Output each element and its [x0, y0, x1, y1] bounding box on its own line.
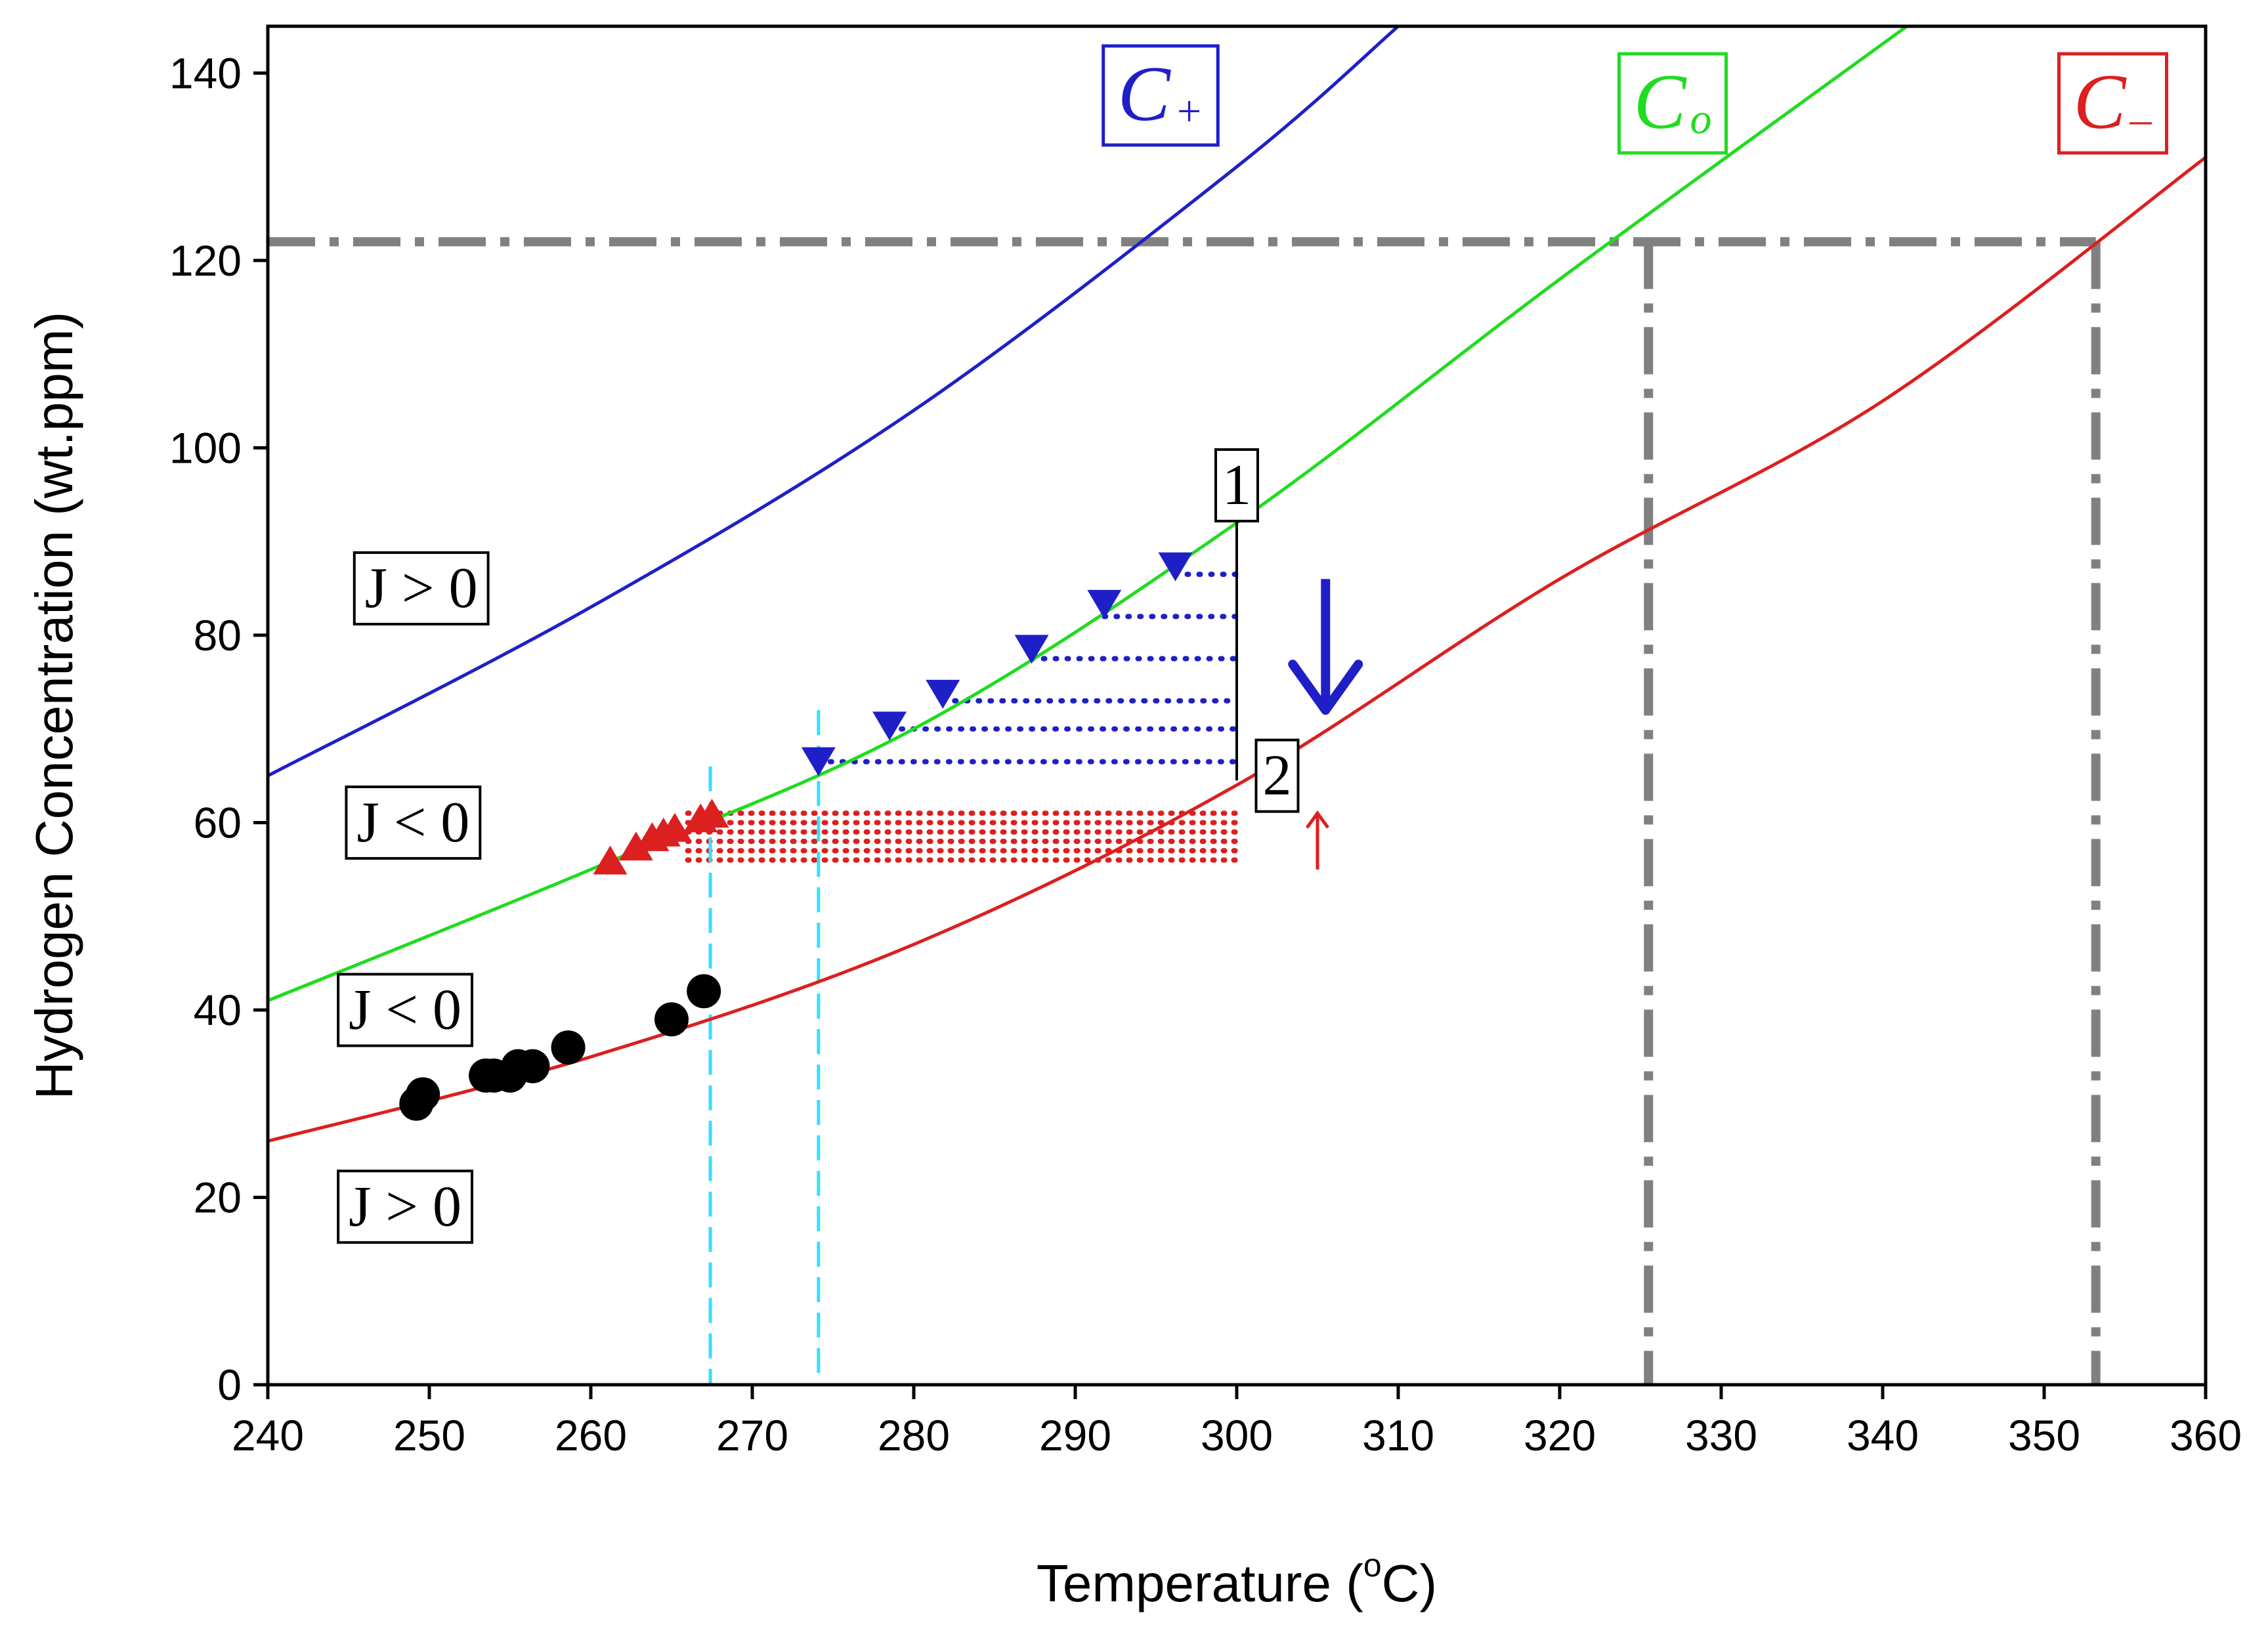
y-tick-label: 140 — [169, 49, 242, 97]
measured-point — [687, 974, 721, 1009]
heating-point — [618, 832, 653, 861]
x-tick-label: 340 — [1847, 1411, 1919, 1460]
cooling-point — [801, 747, 836, 776]
cooling-point — [1087, 589, 1122, 619]
x-tick-label: 250 — [393, 1411, 465, 1460]
annotation-box — [345, 785, 482, 860]
heating-point — [593, 845, 628, 875]
curves — [268, 26, 2206, 1143]
cooling-point — [872, 711, 907, 741]
point-label: 1 — [1222, 453, 1251, 517]
cooling-point — [926, 679, 960, 709]
heating-point — [695, 799, 729, 828]
annotation-box — [337, 973, 474, 1047]
c-plus-curve — [268, 26, 1400, 778]
annotation-box — [353, 551, 490, 626]
axis-titles: Temperature (oC)Hydrogen Concentration (… — [25, 312, 1437, 1612]
red-up-arrow-head — [1305, 810, 1330, 829]
flux-label: J < 0 — [356, 791, 469, 854]
reference-lines — [268, 237, 2101, 1385]
x-tick-label: 280 — [878, 1411, 950, 1460]
measured-point — [654, 1002, 689, 1037]
x-tick-label: 260 — [555, 1411, 627, 1460]
x-tick-label: 360 — [2170, 1411, 2242, 1460]
x-tick-label: 300 — [1201, 1411, 1273, 1460]
y-tick-label: 0 — [217, 1360, 242, 1409]
y-tick-label: 100 — [169, 423, 242, 472]
flux-label: J > 0 — [365, 557, 478, 620]
c-minus-curve-label-box — [2057, 52, 2169, 155]
measured-point — [515, 1049, 550, 1084]
cooling-point — [1158, 552, 1193, 581]
measured-point — [551, 1030, 586, 1065]
measured-point — [406, 1077, 440, 1112]
x-tick-label: 320 — [1524, 1411, 1596, 1460]
data-points — [399, 552, 1193, 1121]
x-tick-label: 310 — [1362, 1411, 1434, 1460]
c-minus-curve — [268, 156, 2206, 1143]
x-tick-label: 270 — [716, 1411, 788, 1460]
y-tick-label: 40 — [194, 986, 242, 1034]
c-o-curve-label-box — [1617, 52, 1728, 155]
y-axis-title: Hydrogen Concentration (wt.ppm) — [25, 312, 83, 1100]
flux-label: J < 0 — [349, 978, 461, 1042]
dotted-guides — [685, 572, 1239, 863]
x-tick-label: 330 — [1685, 1411, 1757, 1460]
y-tick-label: 60 — [194, 798, 242, 847]
annotation-box — [337, 1169, 474, 1244]
y-tick-label: 20 — [194, 1173, 242, 1221]
tick-labels: 240 250 260 270 280 290 300 310 320 330 340 350 3600… — [169, 49, 2242, 1460]
x-tick-label: 240 — [232, 1411, 304, 1460]
point-label: 2 — [1263, 744, 1292, 808]
heating-point — [657, 812, 692, 842]
annotation-box — [1254, 738, 1300, 813]
axes — [253, 24, 2208, 1399]
cyan-guides — [708, 710, 821, 1385]
blue-down-arrow-head — [1288, 660, 1363, 715]
x-tick-label: 290 — [1039, 1411, 1111, 1460]
x-tick-label: 350 — [2008, 1411, 2080, 1460]
y-tick-label: 80 — [194, 611, 242, 660]
c-plus-curve-label-box — [1102, 44, 1220, 147]
flux-label: J > 0 — [349, 1175, 461, 1238]
c-o-curve — [268, 26, 1908, 1003]
y-tick-label: 120 — [169, 236, 242, 285]
cooling-point — [1014, 635, 1049, 664]
annotation-box — [1214, 448, 1259, 523]
